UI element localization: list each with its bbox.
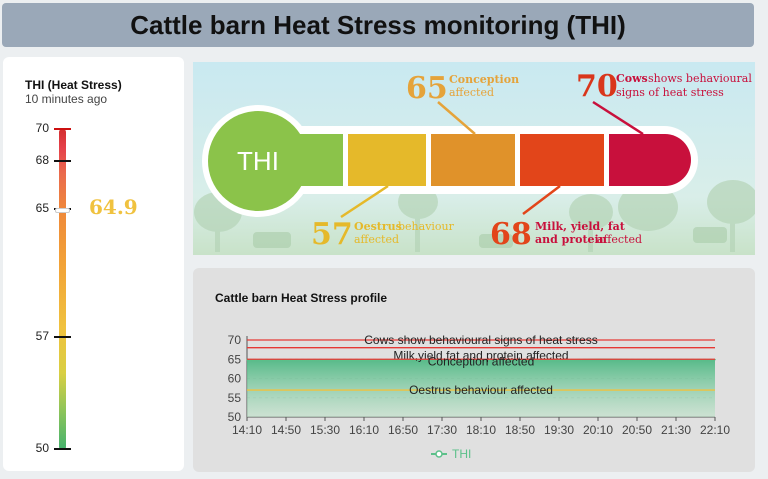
x-tick-label: 22:10 (700, 423, 730, 437)
thi-center-label: THI (237, 146, 279, 176)
x-tick-label: 14:10 (232, 423, 262, 437)
gauge-tick-label-65: 65 (35, 201, 49, 215)
thi-area (247, 359, 715, 417)
gauge-tick-50 (54, 448, 71, 450)
gauge-timestamp: 10 minutes ago (25, 92, 108, 106)
y-tick-label: 70 (228, 333, 242, 347)
threshold-57-text-2: affected (354, 233, 399, 246)
segment-yellow (348, 134, 426, 186)
gauge-tick-68 (54, 160, 71, 162)
heat-stress-profile-chart[interactable]: 50 55 60 65 70 14:10 14:50 15:30 16:10 16:50 17:30… (193, 268, 755, 472)
x-tick-label: 14:50 (271, 423, 301, 437)
background-trees (194, 166, 755, 252)
threshold-68-bold-2: and protein (535, 233, 607, 246)
y-tick-label: 50 (228, 410, 242, 424)
heat-stress-profile-card: Cattle barn Heat Stress profile 50 55 60 65… (193, 268, 755, 472)
threshold-68-bold-1: Milk, yield, fat (535, 220, 626, 233)
segment-orange (431, 134, 515, 186)
segment-green (283, 134, 343, 186)
pointer-65 (437, 101, 476, 135)
threshold-68-value: 68 (490, 217, 532, 252)
threshold-57-bold: Oestrus (354, 220, 402, 233)
threshold-70-value: 70 (576, 69, 618, 104)
gauge-title: THI (Heat Stress) (25, 78, 122, 92)
thi-infographic: THI 65 Conception affected 70 Cows shows… (193, 62, 755, 255)
pointer-57 (340, 184, 389, 219)
x-tick-label: 20:50 (622, 423, 652, 437)
title-bar: Cattle barn Heat Stress monitoring (THI) (2, 3, 754, 47)
x-tick-label: 15:30 (310, 423, 340, 437)
threshold-label-70: Cows show behavioural signs of heat stre… (364, 333, 597, 347)
page-title: Cattle barn Heat Stress monitoring (THI) (130, 9, 626, 40)
gauge-needle (55, 208, 70, 214)
y-tick-label: 55 (228, 391, 242, 405)
x-tick-label: 16:50 (388, 423, 418, 437)
background-cows (253, 227, 727, 248)
x-tick-label: 16:10 (349, 423, 379, 437)
x-tick-label: 20:10 (583, 423, 613, 437)
pointer-68 (522, 185, 561, 215)
x-tick-label: 18:50 (505, 423, 535, 437)
pointer-70 (592, 100, 644, 136)
threshold-label-65: Conception affected (428, 354, 535, 368)
y-tick-label: 60 (228, 372, 242, 386)
legend-marker (435, 450, 443, 458)
segment-crimson (609, 134, 691, 186)
threshold-65-bold: Conception (449, 73, 519, 86)
x-tick-label: 18:10 (466, 423, 496, 437)
gauge-tick-label-50: 50 (35, 441, 49, 455)
threshold-57-value: 57 (311, 217, 353, 252)
x-tick-label: 17:30 (427, 423, 457, 437)
gauge-tick-70 (54, 128, 71, 130)
threshold-70-bold: Cows (616, 72, 648, 85)
threshold-label-57: Oestrus behaviour affected (409, 383, 553, 397)
threshold-70-text-2: signs of heat stress (616, 86, 724, 99)
thi-gauge-card: THI (Heat Stress) 10 minutes ago 70 68 6… (3, 57, 184, 471)
y-tick-label: 65 (228, 352, 242, 366)
threshold-65-value: 65 (406, 71, 448, 106)
gauge-bar (59, 129, 66, 450)
legend-thi[interactable]: THI (431, 447, 471, 461)
x-tick-label: 19:30 (544, 423, 574, 437)
chart-title: Cattle barn Heat Stress profile (215, 291, 388, 305)
gauge-value: 64.9 (89, 195, 138, 219)
legend-label: THI (452, 447, 471, 461)
thi-infographic-art: THI 65 Conception affected 70 Cows shows… (193, 62, 755, 255)
x-tick-label: 21:30 (661, 423, 691, 437)
gauge-tick-label-70: 70 (35, 121, 49, 135)
threshold-70-text-1: shows behavioural (648, 72, 752, 85)
gauge-tick-57 (54, 336, 71, 338)
segment-red-orange (520, 134, 604, 186)
threshold-65-text: affected (449, 86, 494, 99)
thi-point (363, 359, 365, 362)
gauge-tick-label-57: 57 (35, 329, 49, 343)
gauge-tick-label-68: 68 (35, 153, 49, 167)
threshold-68-text: affected (597, 233, 642, 246)
threshold-57-text-1: behaviour (398, 220, 455, 233)
